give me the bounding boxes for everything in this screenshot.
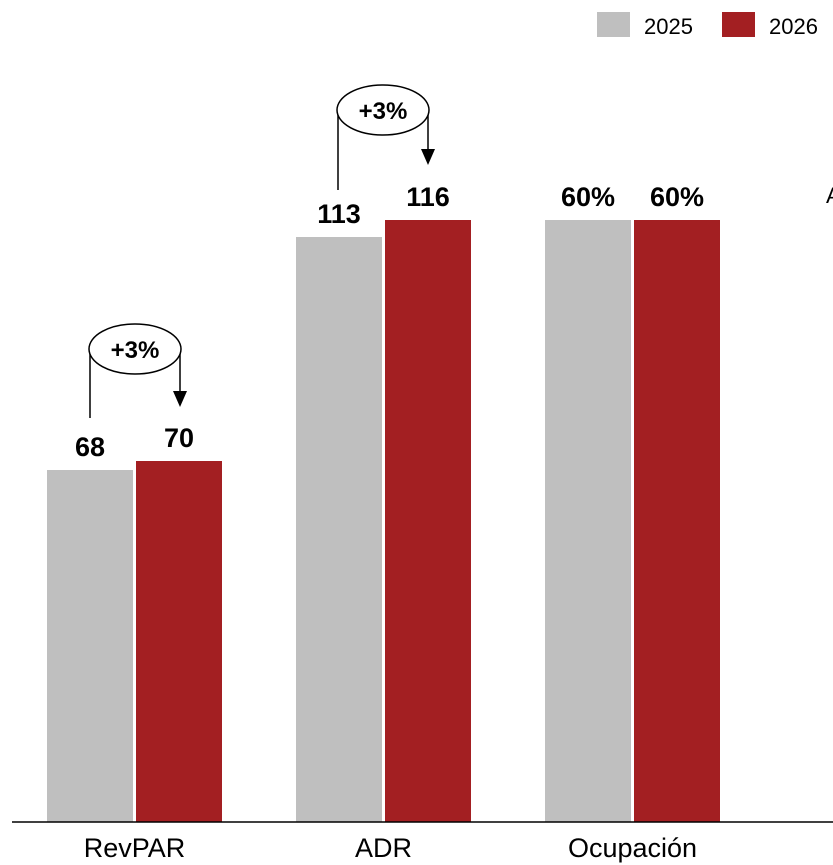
bar-revpar-2026: [136, 461, 222, 822]
legend-label-2026: 2026: [769, 14, 818, 39]
annotations-group: +3% +3%: [88, 84, 435, 418]
clipped-letter: A: [826, 183, 833, 208]
bar-ocupacion-2026: [634, 220, 720, 822]
data-label-adr-2026: 116: [406, 182, 450, 212]
growth-label: +3%: [359, 98, 408, 125]
legend-swatch-2025: [597, 12, 630, 37]
bars-group: 68 70 113 116 60% 60%: [47, 182, 720, 822]
growth-annotation-revpar: +3%: [88, 323, 187, 418]
category-label-revpar: RevPAR: [84, 833, 186, 863]
growth-annotation-adr: +3%: [336, 84, 435, 190]
arrow-down-icon: [173, 391, 187, 407]
growth-label: +3%: [111, 337, 160, 364]
legend: 2025 2026: [597, 12, 818, 39]
arrow-down-icon: [421, 149, 435, 165]
legend-swatch-2026: [722, 12, 755, 37]
legend-label-2025: 2025: [644, 14, 693, 39]
bar-adr-2026: [385, 220, 471, 822]
bar-adr-2025: [296, 237, 382, 822]
category-label-adr: ADR: [355, 833, 412, 863]
data-label-revpar-2025: 68: [75, 432, 105, 462]
annotation-bubble: [336, 84, 430, 136]
data-label-ocupacion-2026: 60%: [650, 182, 704, 212]
category-label-ocupacion: Ocupación: [568, 833, 697, 863]
annotation-bubble: [88, 323, 182, 375]
data-label-ocupacion-2025: 60%: [561, 182, 615, 212]
bar-ocupacion-2025: [545, 220, 631, 822]
bar-revpar-2025: [47, 470, 133, 822]
data-label-revpar-2026: 70: [164, 423, 194, 453]
category-labels: RevPAR ADR Ocupación: [84, 833, 697, 863]
data-label-adr-2025: 113: [317, 199, 361, 229]
